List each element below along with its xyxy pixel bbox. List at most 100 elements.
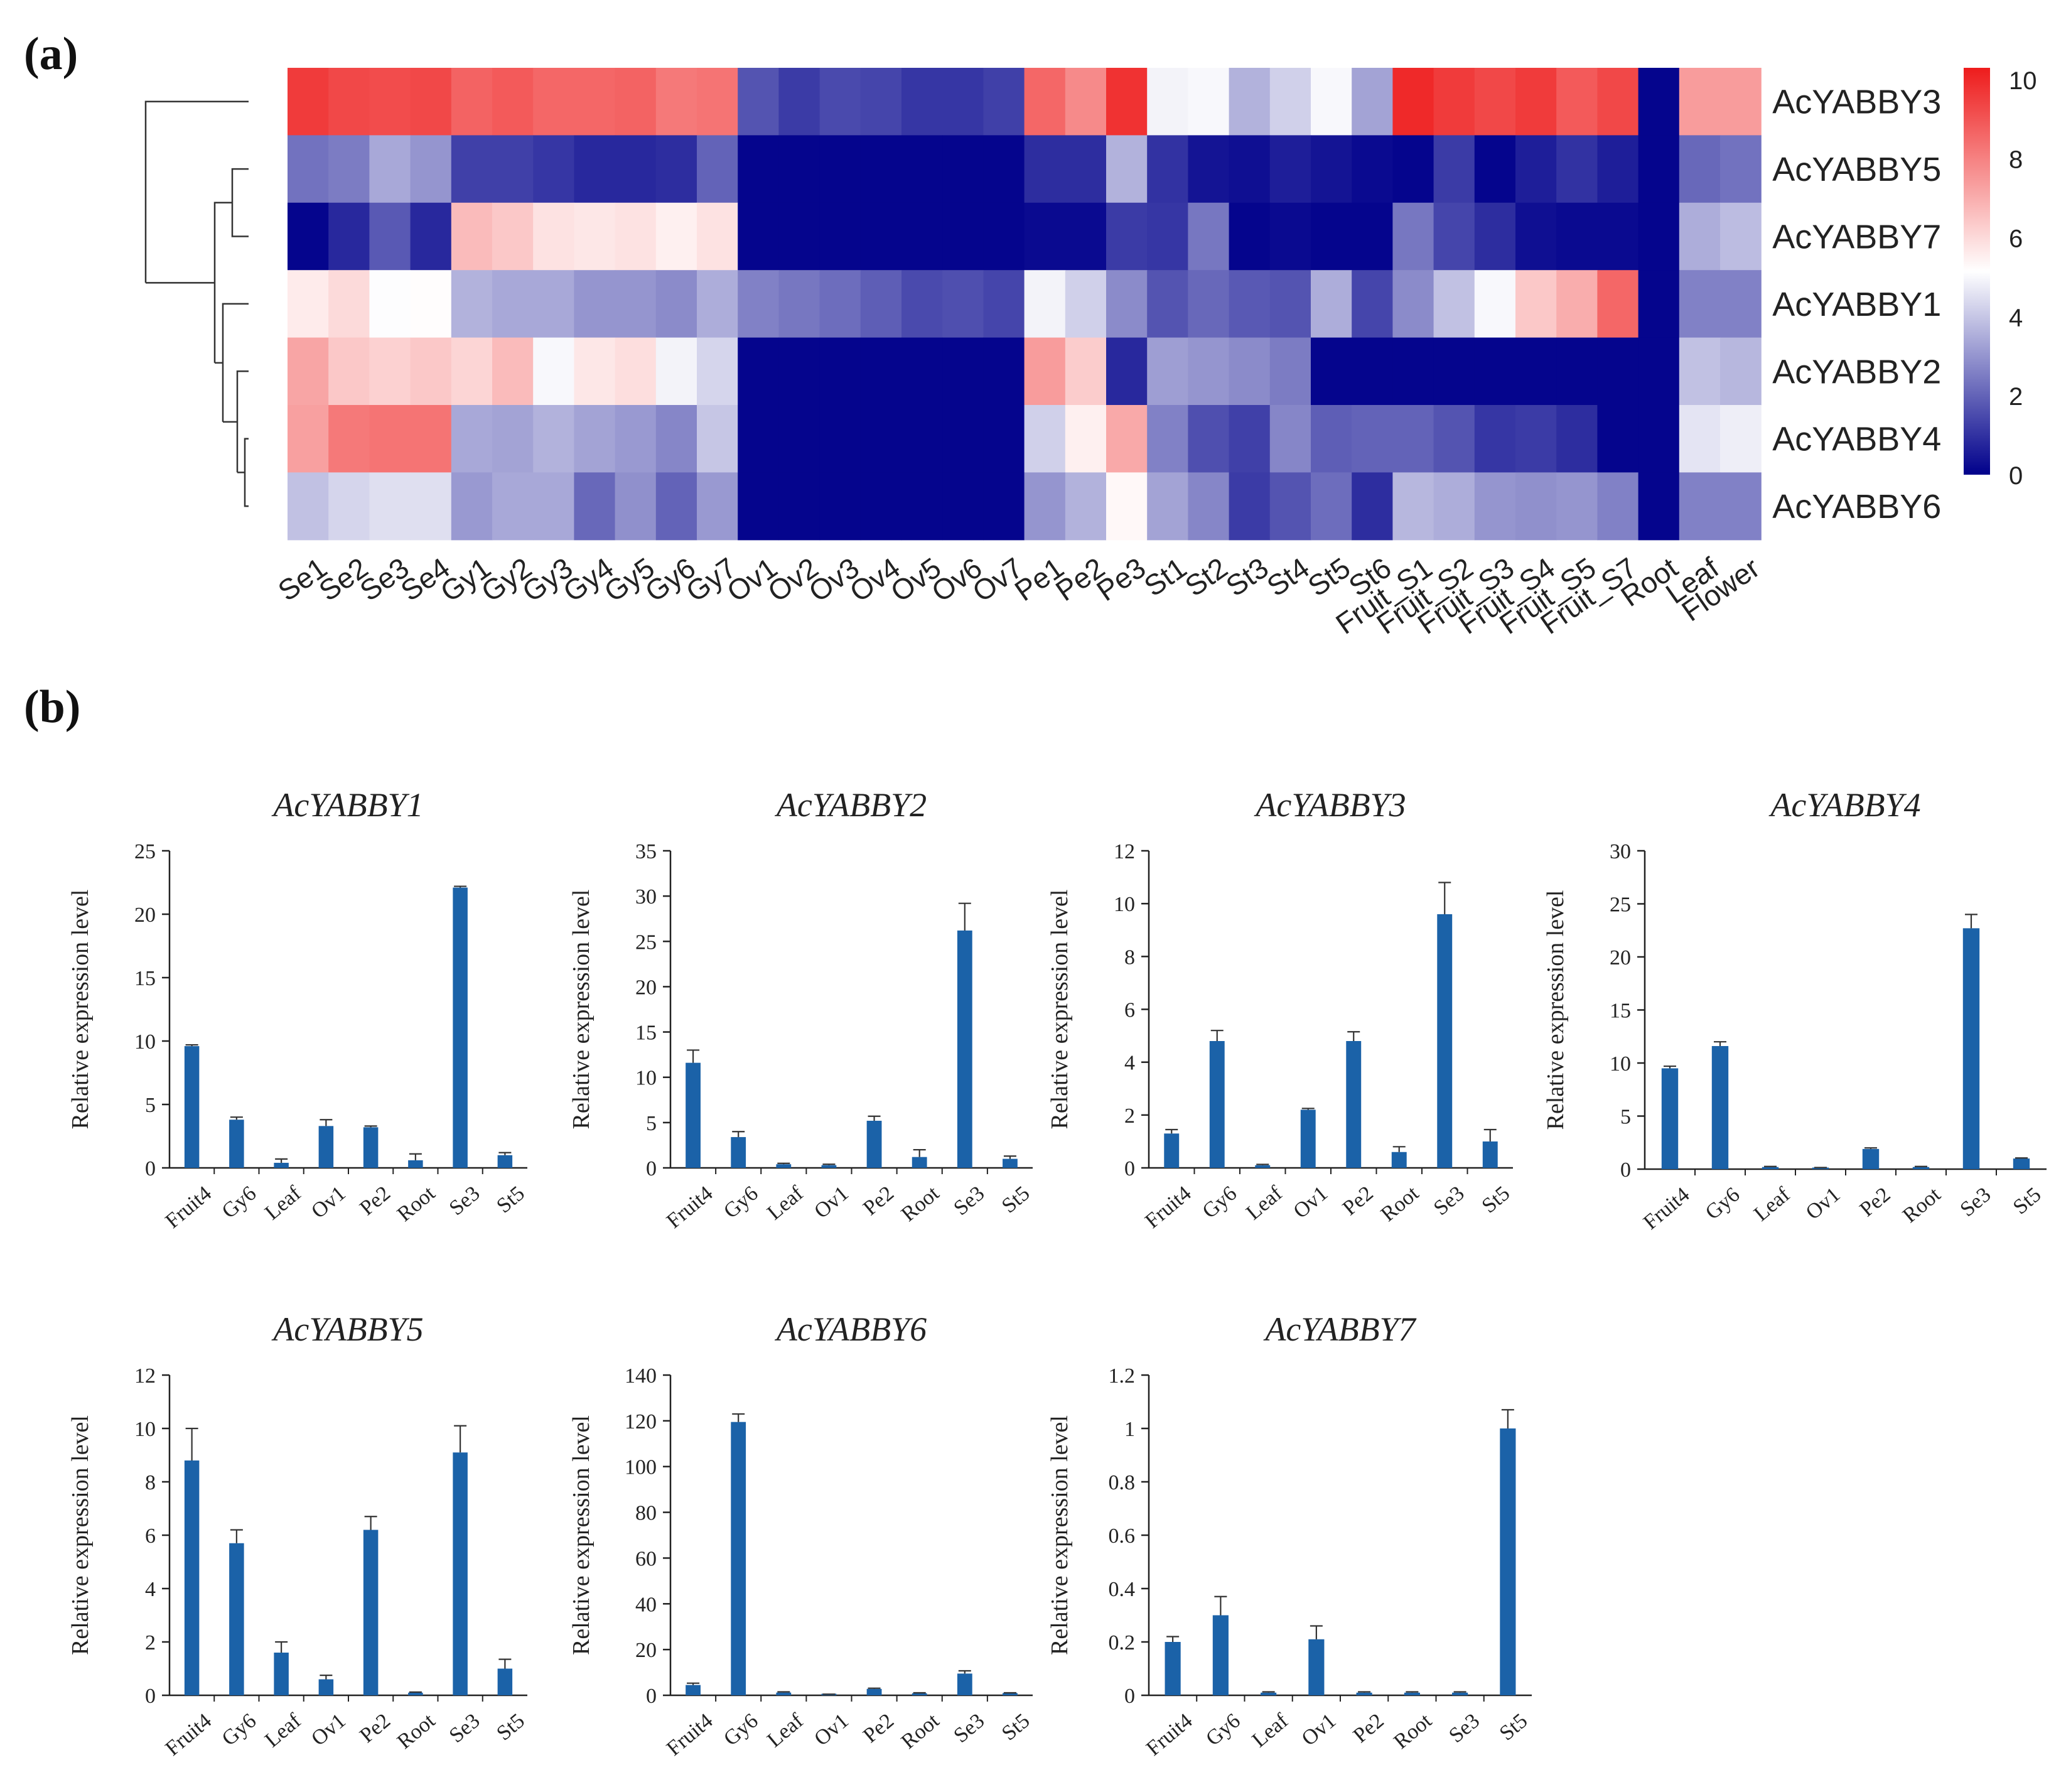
heatmap-row-label: AcYABBY2	[1772, 353, 1941, 391]
x-tick-label: Pe2	[355, 1709, 395, 1747]
heatmap-cell	[1024, 135, 1066, 203]
heatmap-cell	[328, 472, 370, 541]
heatmap-cell	[1024, 68, 1066, 136]
heatmap-cell	[901, 68, 943, 136]
heatmap-cell	[1352, 68, 1393, 136]
y-tick-label: 5	[646, 1112, 657, 1135]
heatmap-cell	[410, 68, 452, 136]
y-tick-label: 0.4	[1109, 1578, 1136, 1601]
y-tick-label: 20	[635, 976, 657, 999]
heatmap-cell	[1556, 68, 1598, 136]
bar	[1500, 1428, 1516, 1695]
heatmap-cell	[1638, 337, 1680, 406]
heatmap-cell	[574, 472, 616, 541]
bar	[1164, 1133, 1180, 1168]
heatmap-cell	[451, 405, 493, 473]
colorbar-tick-label: 6	[2009, 225, 2023, 253]
x-tick-label: Se3	[949, 1709, 989, 1747]
heatmap-cell	[533, 405, 574, 473]
bar	[1661, 1068, 1679, 1169]
heatmap-cell	[369, 135, 411, 203]
heatmap-cell	[983, 405, 1025, 473]
heatmap-cell	[860, 135, 902, 203]
x-tick-label: Pe2	[1856, 1183, 1895, 1221]
bar	[318, 1679, 334, 1695]
heatmap-cell	[615, 270, 657, 338]
x-tick-label: Leaf	[1242, 1182, 1287, 1225]
bar	[1261, 1692, 1277, 1695]
x-tick-label: Root	[1898, 1183, 1945, 1228]
heatmap-cell	[1720, 202, 1762, 271]
y-axis-label: Relative expression level	[67, 890, 94, 1130]
heatmap-cell	[1474, 405, 1516, 473]
y-tick-label: 10	[134, 1030, 156, 1054]
heatmap-cell	[738, 135, 779, 203]
heatmap-cell	[328, 337, 370, 406]
bar	[957, 930, 972, 1168]
bar	[497, 1668, 513, 1695]
heatmap-cell	[697, 135, 738, 203]
y-tick-label: 0	[1124, 1157, 1135, 1180]
heatmap-cell	[288, 270, 329, 338]
heatmap-cell	[778, 270, 820, 338]
heatmap-cell	[1679, 202, 1721, 271]
bar	[274, 1162, 289, 1168]
heatmap-cell	[1229, 135, 1271, 203]
heatmap-cell	[1515, 68, 1557, 136]
heatmap-cell	[1515, 202, 1557, 271]
heatmap-cell	[1433, 135, 1475, 203]
heatmap-cell	[533, 270, 574, 338]
heatmap-cell	[1106, 68, 1148, 136]
heatmap-cell	[942, 472, 984, 541]
heatmap-cell	[655, 68, 697, 136]
colorbar-tick-label: 10	[2009, 67, 2037, 95]
heatmap-cell	[1638, 472, 1680, 541]
heatmap-cell	[1597, 337, 1639, 406]
bar	[1812, 1167, 1829, 1169]
heatmap-cell	[1352, 270, 1393, 338]
heatmap-cell	[328, 270, 370, 338]
heatmap-cell	[533, 337, 574, 406]
y-tick-label: 0	[145, 1685, 156, 1708]
colorbar-tick-label: 2	[2009, 383, 2023, 411]
heatmap-cell	[819, 405, 861, 473]
heatmap-cell	[1352, 337, 1393, 406]
heatmap-cell	[1188, 337, 1230, 406]
bar	[866, 1120, 882, 1168]
bar	[912, 1693, 927, 1695]
heatmap-cell	[1147, 270, 1188, 338]
heatmap-cell	[1474, 68, 1516, 136]
y-tick-label: 8	[145, 1471, 156, 1494]
x-tick-label: Gy6	[1198, 1182, 1242, 1223]
bar	[1404, 1692, 1420, 1695]
bar	[1391, 1152, 1407, 1168]
heatmap-cell	[1311, 405, 1352, 473]
x-tick-label: St5	[998, 1182, 1035, 1218]
heatmap-cell	[983, 68, 1025, 136]
heatmap-cell	[492, 405, 534, 473]
bar	[318, 1126, 334, 1168]
x-tick-label: St5	[1495, 1709, 1532, 1746]
heatmap-cell	[1679, 135, 1721, 203]
y-tick-label: 12	[1114, 840, 1135, 863]
heatmap-cell	[288, 405, 329, 473]
heatmap-cell	[451, 135, 493, 203]
x-tick-label: Ov1	[810, 1182, 853, 1223]
x-tick-label: Fruit4	[662, 1709, 717, 1761]
x-tick-label: Se3	[1429, 1182, 1469, 1220]
heatmap-cell	[1065, 472, 1107, 541]
heatmap-cell	[1720, 68, 1762, 136]
x-tick-label: Fruit4	[1141, 1182, 1195, 1233]
y-axis-label: Relative expression level	[568, 890, 595, 1130]
chart-title: AcYABBY3	[1254, 786, 1406, 824]
heatmap-cell	[1720, 337, 1762, 406]
heatmap-cell	[1433, 270, 1475, 338]
heatmap-cell	[819, 135, 861, 203]
heatmap-cell	[1229, 68, 1271, 136]
heatmap-cell	[1311, 270, 1352, 338]
heatmap-cell	[1147, 202, 1188, 271]
heatmap-cell	[1229, 270, 1271, 338]
heatmap-cell	[901, 202, 943, 271]
heatmap-cell	[738, 405, 779, 473]
